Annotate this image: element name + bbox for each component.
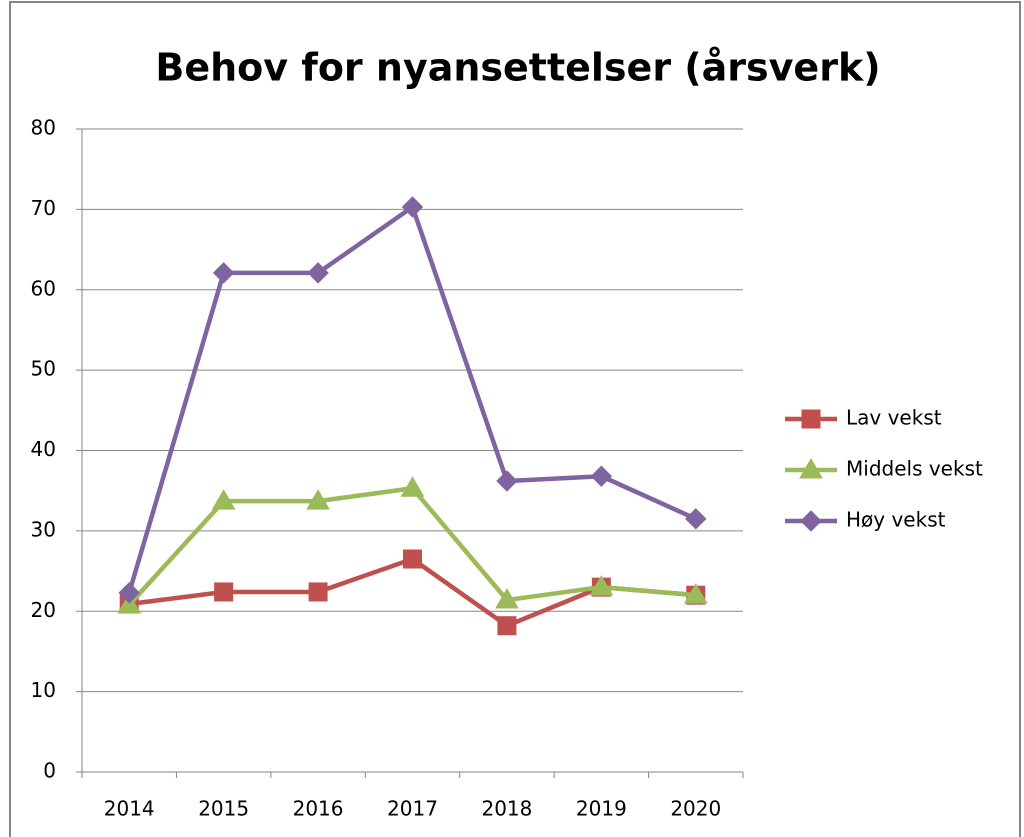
data-point [589,575,614,596]
data-point [683,583,708,604]
legend-label: Høy vekst [846,508,946,532]
data-point [590,465,613,487]
legend-marker [801,409,821,429]
data-point [308,582,328,602]
x-tick-label: 2020 [670,797,721,821]
legend-label: Middels vekst [846,457,983,481]
x-tick-label: 2018 [481,797,532,821]
data-point [211,489,236,510]
data-point [307,262,329,284]
y-tick-label: 20 [31,598,56,622]
y-tick-label: 10 [31,678,56,702]
x-tick-label: 2019 [576,797,627,821]
data-point [496,470,518,492]
chart-title: Behov for nyansettelser (årsverk) [155,46,880,90]
y-tick-label: 80 [31,116,56,140]
data-point [401,196,424,218]
y-tick-label: 60 [31,276,56,300]
data-point [118,582,140,604]
data-point [497,616,517,636]
data-point [306,489,330,510]
data-point [495,587,519,609]
y-tick-label: 70 [31,196,56,220]
data-point [400,476,425,497]
y-tick-label: 30 [31,517,56,541]
y-tick-label: 0 [43,759,56,783]
data-point [403,549,422,569]
data-point [214,582,234,602]
y-tick-label: 40 [31,437,56,461]
x-tick-label: 2017 [387,797,438,821]
x-tick-label: 2014 [104,797,155,821]
legend-marker [800,510,822,532]
x-tick-label: 2016 [293,797,344,821]
data-point [212,262,235,284]
legend-marker [799,458,823,479]
y-tick-label: 50 [31,357,56,381]
data-point [685,508,707,530]
legend-label: Lav vekst [846,406,942,430]
x-tick-label: 2015 [198,797,249,821]
